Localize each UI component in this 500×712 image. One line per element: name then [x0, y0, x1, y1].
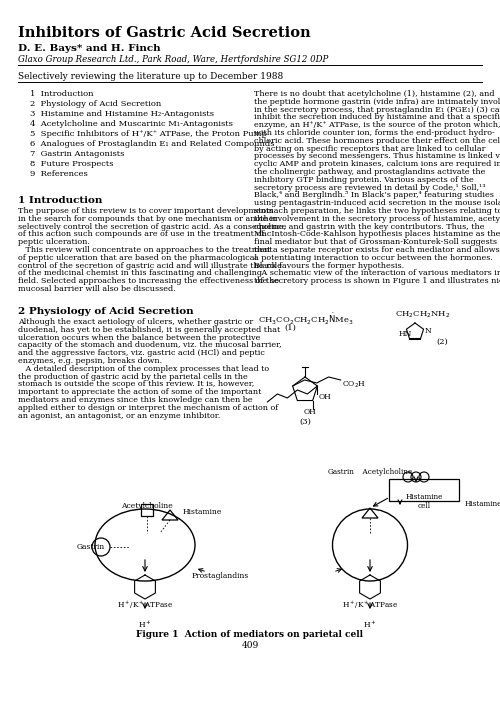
- Text: Inhibitors of Gastric Acid Secretion: Inhibitors of Gastric Acid Secretion: [18, 26, 310, 40]
- Text: duodenal, has yet to be established, it is generally accepted that: duodenal, has yet to be established, it …: [18, 326, 280, 334]
- Text: The purpose of this review is to cover important developments: The purpose of this review is to cover i…: [18, 207, 274, 215]
- Text: H$^+$/K$^+$ATPase: H$^+$/K$^+$ATPase: [342, 600, 398, 612]
- Text: 1 Introduction: 1 Introduction: [18, 196, 102, 205]
- Text: A schematic view of the interaction of various mediators in: A schematic view of the interaction of v…: [254, 269, 500, 278]
- Text: 409: 409: [242, 641, 258, 650]
- Text: CO$_2$H: CO$_2$H: [342, 379, 366, 389]
- Text: D. E. Bays* and H. Finch: D. E. Bays* and H. Finch: [18, 44, 161, 53]
- Text: Acetylcholine: Acetylcholine: [358, 468, 412, 476]
- Text: the cholinergic pathway, and prostaglandins activate the: the cholinergic pathway, and prostagland…: [254, 168, 486, 176]
- Text: CH$_3$CO$_2$CH$_2$CH$_2$$\dot{\rm N}$Me$_3$: CH$_3$CO$_2$CH$_2$CH$_2$$\dot{\rm N}$Me$…: [258, 312, 354, 328]
- Text: inhibit the secretion induced by histamine and that a specific: inhibit the secretion induced by histami…: [254, 113, 500, 122]
- Text: and the aggressive factors, viz. gastric acid (HCl) and peptic: and the aggressive factors, viz. gastric…: [18, 349, 265, 357]
- Text: 6  Analogues of Prostaglandin E₁ and Related Compounds: 6 Analogues of Prostaglandin E₁ and Rela…: [30, 140, 274, 148]
- Text: in the secretory process, that prostaglandin E₁ (PGE₁) (3) can: in the secretory process, that prostagla…: [254, 105, 500, 114]
- Text: cyclic AMP and protein kinases, calcium ions are required in: cyclic AMP and protein kinases, calcium …: [254, 160, 500, 168]
- Text: inhibitory GTP binding protein. Various aspects of the: inhibitory GTP binding protein. Various …: [254, 176, 474, 184]
- Text: HN: HN: [399, 330, 412, 338]
- Text: Histamine: Histamine: [465, 500, 500, 508]
- Text: Figure 1  Action of mediators on parietal cell: Figure 1 Action of mediators on parietal…: [136, 630, 364, 639]
- Text: Black favours the former hypothesis.: Black favours the former hypothesis.: [254, 261, 404, 270]
- Text: Histamine: Histamine: [183, 508, 222, 516]
- Text: OH: OH: [319, 393, 332, 401]
- Text: (2): (2): [436, 338, 448, 346]
- Text: CH$_2$CH$_2$NH$_2$: CH$_2$CH$_2$NH$_2$: [395, 310, 450, 320]
- Text: Glaxo Group Research Ltd., Park Road, Ware, Hertfordshire SG12 0DP: Glaxo Group Research Ltd., Park Road, Wa…: [18, 55, 328, 64]
- Text: enzymes, e.g. pepsin, breaks down.: enzymes, e.g. pepsin, breaks down.: [18, 357, 162, 365]
- Text: of peptic ulceration that are based on the pharmacological: of peptic ulceration that are based on t…: [18, 253, 257, 262]
- Text: H$^+$: H$^+$: [138, 618, 152, 629]
- Text: mediators and enzymes since this knowledge can then be: mediators and enzymes since this knowled…: [18, 396, 252, 404]
- Text: using pentagastrin-induced acid secretion in the mouse isolated-: using pentagastrin-induced acid secretio…: [254, 199, 500, 207]
- Text: a potentiating interaction to occur between the hormones.: a potentiating interaction to occur betw…: [254, 253, 493, 262]
- Text: 1  Introduction: 1 Introduction: [30, 90, 94, 98]
- Text: in the search for compounds that by one mechanism or another: in the search for compounds that by one …: [18, 215, 278, 223]
- Text: stomach is outside the scope of this review. It is, however,: stomach is outside the scope of this rev…: [18, 380, 255, 389]
- Text: A detailed description of the complex processes that lead to: A detailed description of the complex pr…: [18, 365, 269, 373]
- Text: control of the secretion of gastric acid and will illustrate the role: control of the secretion of gastric acid…: [18, 261, 282, 270]
- Text: mucosal barrier will also be discussed.: mucosal barrier will also be discussed.: [18, 285, 176, 293]
- Text: Black,⁴ and Berglindh.⁵ In Black’s paper,⁴ featuring studies: Black,⁴ and Berglindh.⁵ In Black’s paper…: [254, 192, 494, 199]
- Text: ulceration occurs when the balance between the protective: ulceration occurs when the balance betwe…: [18, 334, 260, 342]
- Text: H$^+$/K$^+$ATPase: H$^+$/K$^+$ATPase: [117, 600, 173, 612]
- Text: secretory process are reviewed in detail by Code,¹ Soll,¹³: secretory process are reviewed in detail…: [254, 184, 486, 192]
- Text: important to appreciate the action of some of the important: important to appreciate the action of so…: [18, 388, 262, 396]
- Text: that a separate receptor exists for each mediator and allows for: that a separate receptor exists for each…: [254, 246, 500, 254]
- Text: 5  Specific Inhibitors of H⁺/K⁺ ATPase, the Proton Pump: 5 Specific Inhibitors of H⁺/K⁺ ATPase, t…: [30, 130, 267, 138]
- Text: selectively control the secretion of gastric acid. As a consequence: selectively control the secretion of gas…: [18, 223, 286, 231]
- Text: by acting on specific receptors that are linked to cellular: by acting on specific receptors that are…: [254, 145, 486, 152]
- Text: There is no doubt that acetylcholine (1), histamine (2), and: There is no doubt that acetylcholine (1)…: [254, 90, 494, 98]
- Text: choline, and gastrin with the key contributors. Thus, the: choline, and gastrin with the key contri…: [254, 223, 484, 231]
- Text: Selectively reviewing the literature up to December 1988: Selectively reviewing the literature up …: [18, 72, 283, 81]
- Text: 2 Physiology of Acid Secretion: 2 Physiology of Acid Secretion: [18, 307, 194, 316]
- Text: peptic ulceration.: peptic ulceration.: [18, 239, 90, 246]
- Text: 8  Future Prospects: 8 Future Prospects: [30, 160, 114, 168]
- Text: with its chloride counter ion, forms the end-product hydro-: with its chloride counter ion, forms the…: [254, 129, 495, 137]
- Text: 2  Physiology of Acid Secretion: 2 Physiology of Acid Secretion: [30, 100, 161, 108]
- Text: Gastrin: Gastrin: [77, 543, 105, 551]
- Text: OH: OH: [304, 408, 317, 416]
- Text: the peptide hormone gastrin (vide infra) are intimately involved: the peptide hormone gastrin (vide infra)…: [254, 98, 500, 106]
- Text: H$^+$: H$^+$: [363, 618, 377, 629]
- Text: capacity of the stomach and duodenum, viz. the mucosal barrier,: capacity of the stomach and duodenum, vi…: [18, 341, 281, 350]
- Text: processes by second messengers. Thus histamine is linked via: processes by second messengers. Thus his…: [254, 152, 500, 160]
- Text: 9  References: 9 References: [30, 170, 88, 178]
- Text: Acetylcholine: Acetylcholine: [121, 502, 173, 510]
- Text: Prostaglandins: Prostaglandins: [192, 572, 248, 580]
- Text: This review will concentrate on approaches to the treatment: This review will concentrate on approach…: [18, 246, 272, 254]
- Text: (1): (1): [284, 324, 296, 332]
- Text: 4  Acetylcholine and Muscarinic M₁-Antagonists: 4 Acetylcholine and Muscarinic M₁-Antago…: [30, 120, 233, 128]
- Text: chloric acid. These hormones produce their effect on the cell: chloric acid. These hormones produce the…: [254, 137, 500, 145]
- Bar: [141, 504, 153, 516]
- Text: field. Selected approaches to increasing the effectiveness of the: field. Selected approaches to increasing…: [18, 277, 279, 286]
- Text: the secretory process is shown in Figure 1 and illustrates nicely: the secretory process is shown in Figure…: [254, 277, 500, 286]
- Text: MacIntosh-Code-Kahlson hypothesis places histamine as the: MacIntosh-Code-Kahlson hypothesis places…: [254, 231, 500, 239]
- Text: final mediator but that of Grossman-Konturek-Soll suggests: final mediator but that of Grossman-Kont…: [254, 239, 497, 246]
- Text: stomach preparation, he links the two hypotheses relating to: stomach preparation, he links the two hy…: [254, 207, 500, 215]
- Text: an agonist, an antagonist, or an enzyme inhibitor.: an agonist, an antagonist, or an enzyme …: [18, 412, 220, 419]
- Text: 7  Gastrin Antagonists: 7 Gastrin Antagonists: [30, 150, 124, 158]
- Text: 3  Histamine and Histamine H₂-Antagonists: 3 Histamine and Histamine H₂-Antagonists: [30, 110, 214, 118]
- Text: the production of gastric acid by the parietal cells in the: the production of gastric acid by the pa…: [18, 372, 248, 381]
- Text: N: N: [425, 327, 432, 335]
- Text: enzyme, an H⁺/K⁺ ATPase, is the source of the proton which,: enzyme, an H⁺/K⁺ ATPase, is the source o…: [254, 121, 500, 129]
- Text: (3): (3): [299, 418, 311, 426]
- Text: Although the exact aetiology of ulcers, whether gastric or: Although the exact aetiology of ulcers, …: [18, 318, 254, 326]
- Text: applied either to design or interpret the mechanism of action of: applied either to design or interpret th…: [18, 404, 278, 412]
- Text: Gastrin: Gastrin: [328, 468, 355, 476]
- Text: of the medicinal chemist in this fascinating and challenging: of the medicinal chemist in this fascina…: [18, 269, 262, 278]
- Text: the involvement in the secretory process of histamine, acetyl-: the involvement in the secretory process…: [254, 215, 500, 223]
- Text: of this action such compounds are of use in the treatment of: of this action such compounds are of use…: [18, 231, 264, 239]
- Text: Histamine
cell: Histamine cell: [406, 493, 442, 511]
